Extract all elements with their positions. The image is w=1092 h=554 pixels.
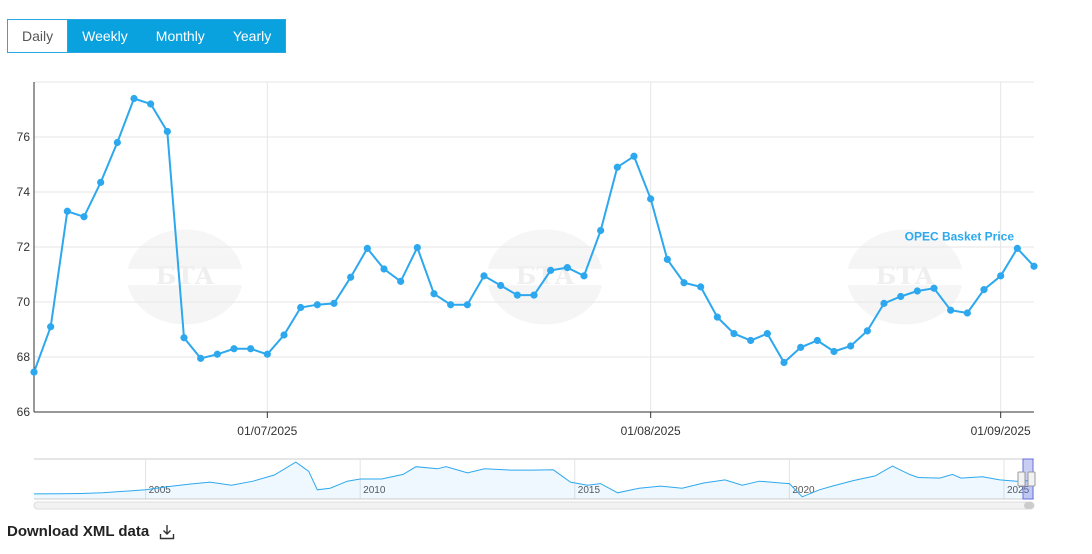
data-point[interactable] bbox=[430, 290, 438, 298]
data-point[interactable] bbox=[730, 330, 738, 338]
svg-text:БТА: БТА bbox=[156, 261, 215, 290]
period-tabs: Daily Weekly Monthly Yearly bbox=[7, 19, 287, 53]
data-point[interactable] bbox=[847, 342, 855, 350]
data-point[interactable] bbox=[380, 265, 388, 273]
y-tick-label: 76 bbox=[17, 130, 31, 144]
navigator-area bbox=[34, 462, 1034, 499]
data-point[interactable] bbox=[947, 306, 955, 314]
download-icon bbox=[160, 524, 175, 539]
navigator-scrollbar-thumb[interactable] bbox=[1024, 502, 1034, 509]
navigator-line bbox=[33, 461, 1035, 498]
data-point[interactable] bbox=[130, 94, 138, 103]
data-point[interactable] bbox=[463, 301, 471, 309]
tab-yearly[interactable]: Yearly bbox=[218, 20, 286, 52]
data-point[interactable] bbox=[30, 368, 38, 376]
data-point[interactable] bbox=[247, 345, 255, 353]
data-point[interactable] bbox=[197, 354, 205, 362]
data-point[interactable] bbox=[1030, 262, 1038, 270]
data-point[interactable] bbox=[613, 163, 621, 171]
data-point[interactable] bbox=[597, 226, 605, 235]
navigator-year-label: 2005 bbox=[149, 485, 172, 496]
x-tick-label: 01/08/2025 bbox=[621, 424, 681, 438]
data-point[interactable] bbox=[780, 358, 788, 367]
data-point[interactable] bbox=[147, 100, 155, 108]
navigator-year-label: 2015 bbox=[578, 485, 601, 496]
watermark-seal: БТА bbox=[487, 229, 603, 325]
data-point[interactable] bbox=[763, 330, 771, 338]
data-point[interactable] bbox=[747, 336, 755, 345]
series-label: OPEC Basket Price bbox=[905, 229, 1015, 243]
data-point[interactable] bbox=[263, 350, 271, 358]
data-point[interactable] bbox=[397, 277, 405, 285]
download-label: Download XML data bbox=[7, 523, 150, 540]
data-point[interactable] bbox=[447, 301, 455, 309]
y-tick-label: 70 bbox=[17, 295, 31, 309]
price-chart: БТА БТА БТА 66 68 70 72 74 76 01/07/2025 01/08/202… bbox=[17, 81, 1038, 438]
y-tick-label: 66 bbox=[17, 405, 31, 419]
data-point[interactable] bbox=[697, 283, 705, 291]
data-point[interactable] bbox=[213, 350, 221, 358]
data-point[interactable] bbox=[897, 292, 905, 301]
data-point[interactable] bbox=[530, 291, 538, 299]
data-point[interactable] bbox=[347, 273, 355, 281]
data-point[interactable] bbox=[663, 255, 671, 263]
data-point[interactable] bbox=[480, 272, 488, 280]
data-point[interactable] bbox=[963, 309, 971, 317]
data-point[interactable] bbox=[997, 272, 1005, 280]
data-point[interactable] bbox=[330, 299, 338, 307]
data-point[interactable] bbox=[180, 334, 188, 342]
data-point[interactable] bbox=[280, 331, 288, 339]
data-point[interactable] bbox=[413, 243, 421, 252]
data-point[interactable] bbox=[813, 336, 821, 345]
data-point[interactable] bbox=[930, 284, 938, 292]
data-point[interactable] bbox=[497, 281, 505, 290]
data-point[interactable] bbox=[163, 127, 171, 136]
data-point[interactable] bbox=[113, 138, 121, 147]
navigator-year-label: 2025 bbox=[1007, 485, 1030, 496]
data-point[interactable] bbox=[313, 301, 321, 309]
data-point[interactable] bbox=[80, 213, 88, 221]
range-navigator[interactable]: 2005 2010 2015 2020 2025 bbox=[0, 455, 1092, 513]
data-point[interactable] bbox=[830, 347, 838, 356]
data-point[interactable] bbox=[713, 313, 721, 321]
data-point[interactable] bbox=[97, 178, 105, 186]
data-point[interactable] bbox=[563, 264, 571, 272]
svg-text:БТА: БТА bbox=[876, 261, 935, 290]
tab-monthly[interactable]: Monthly bbox=[141, 20, 219, 52]
data-point[interactable] bbox=[63, 207, 71, 215]
data-point[interactable] bbox=[47, 323, 55, 331]
navigator-year-label: 2020 bbox=[792, 485, 815, 496]
y-tick-label: 74 bbox=[17, 185, 31, 199]
tab-daily[interactable]: Daily bbox=[8, 20, 69, 52]
data-point[interactable] bbox=[513, 291, 521, 299]
download-xml-link[interactable]: Download XML data bbox=[7, 523, 175, 540]
data-point[interactable] bbox=[680, 279, 688, 287]
data-point[interactable] bbox=[297, 303, 305, 312]
navigator-handle[interactable] bbox=[1017, 471, 1026, 487]
watermark-seal: БТА bbox=[127, 229, 243, 325]
data-point[interactable] bbox=[630, 152, 638, 160]
tab-weekly[interactable]: Weekly bbox=[68, 20, 142, 52]
data-point[interactable] bbox=[913, 287, 921, 295]
navigator-handle[interactable] bbox=[1027, 471, 1036, 487]
data-point[interactable] bbox=[647, 195, 655, 203]
y-tick-label: 72 bbox=[17, 240, 31, 254]
data-point[interactable] bbox=[363, 244, 371, 252]
x-tick-label: 01/07/2025 bbox=[237, 424, 297, 438]
watermark-seal: БТА bbox=[847, 229, 963, 325]
y-tick-label: 68 bbox=[17, 350, 31, 364]
data-point[interactable] bbox=[980, 286, 988, 294]
data-point[interactable] bbox=[1013, 244, 1021, 252]
x-tick-label: 01/09/2025 bbox=[971, 424, 1031, 438]
data-point[interactable] bbox=[880, 299, 888, 307]
data-point[interactable] bbox=[580, 272, 588, 280]
data-point[interactable] bbox=[797, 343, 805, 351]
data-point[interactable] bbox=[230, 345, 238, 353]
navigator-year-label: 2010 bbox=[363, 485, 386, 496]
navigator-scrollbar-track[interactable] bbox=[33, 501, 1035, 510]
data-point[interactable] bbox=[547, 266, 555, 274]
data-point[interactable] bbox=[863, 327, 871, 335]
